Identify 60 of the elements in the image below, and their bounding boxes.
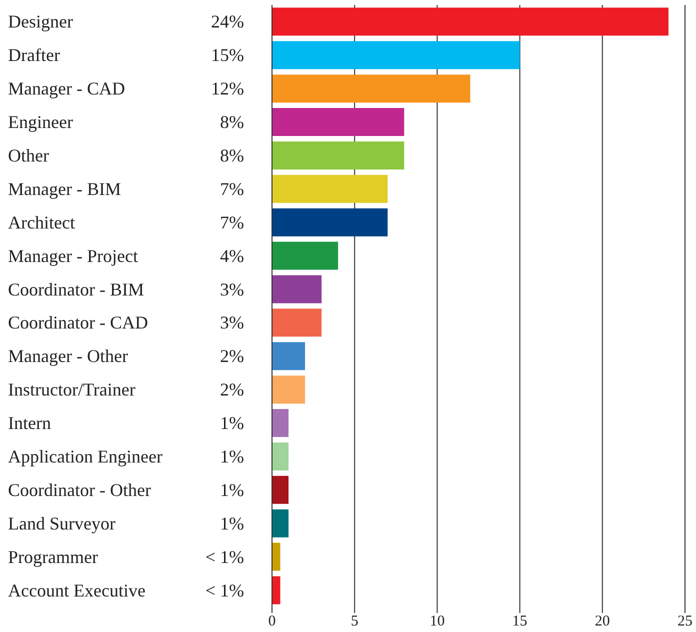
bar	[272, 542, 280, 571]
data-label: 4%	[220, 246, 244, 266]
x-tick-label: 10	[430, 614, 445, 630]
data-label: 2%	[220, 346, 244, 366]
y-tick-label: Manager - Other	[8, 346, 128, 366]
data-label: 1%	[220, 513, 244, 534]
bar	[272, 342, 306, 370]
y-tick-label: Coordinator - Other	[8, 480, 151, 500]
y-tick-label: Intern	[8, 413, 51, 434]
bar	[272, 376, 306, 404]
y-tick-label: Manager - Project	[8, 246, 138, 266]
x-tick-label: 0	[268, 614, 276, 630]
data-label: 24%	[211, 12, 244, 32]
data-label: 2%	[220, 380, 244, 400]
data-label: 8%	[220, 146, 244, 166]
data-label: 3%	[220, 312, 244, 333]
data-label: 12%	[211, 78, 244, 99]
y-tick-label: Manager - BIM	[8, 178, 121, 199]
y-tick-label: Coordinator - CAD	[8, 312, 148, 333]
data-label: 1%	[220, 413, 244, 434]
data-label: 8%	[220, 112, 244, 132]
y-tick-label: Manager - CAD	[8, 78, 125, 99]
data-label: 15%	[211, 45, 244, 66]
data-label: 7%	[220, 178, 244, 199]
bar	[272, 208, 388, 236]
bar	[272, 409, 289, 438]
data-label: 1%	[220, 446, 244, 466]
bar	[272, 275, 322, 304]
bar	[272, 576, 280, 604]
y-tick-label: Engineer	[8, 112, 73, 132]
x-tick-label: 25	[678, 614, 692, 630]
y-tick-label: Instructor/Trainer	[8, 380, 136, 400]
y-tick-label: Programmer	[8, 546, 98, 567]
data-label: 7%	[220, 212, 244, 232]
y-tick-label: Drafter	[8, 45, 60, 66]
y-tick-label: Account Executive	[8, 580, 146, 600]
bar	[272, 141, 404, 170]
data-label: 1%	[220, 480, 244, 500]
bar	[272, 74, 470, 103]
data-label: < 1%	[205, 580, 244, 600]
bar	[272, 509, 289, 538]
bar	[272, 41, 520, 70]
y-tick-label: Coordinator - BIM	[8, 279, 144, 300]
x-tick-label: 15	[512, 614, 528, 630]
bar	[272, 174, 388, 203]
bar	[272, 108, 404, 136]
x-tick-label: 5	[350, 614, 358, 630]
data-label: < 1%	[205, 546, 244, 567]
y-tick-label: Architect	[8, 212, 75, 232]
bar	[272, 242, 338, 270]
bar	[272, 442, 289, 470]
y-tick-label: Land Surveyor	[8, 513, 116, 534]
y-tick-label: Designer	[8, 12, 73, 32]
bar	[272, 476, 289, 504]
bar	[272, 8, 668, 36]
x-tick-label: 20	[594, 614, 610, 630]
data-label: 3%	[220, 279, 244, 300]
bar	[272, 308, 322, 337]
y-tick-label: Other	[8, 146, 49, 166]
y-tick-label: Application Engineer	[8, 446, 162, 466]
